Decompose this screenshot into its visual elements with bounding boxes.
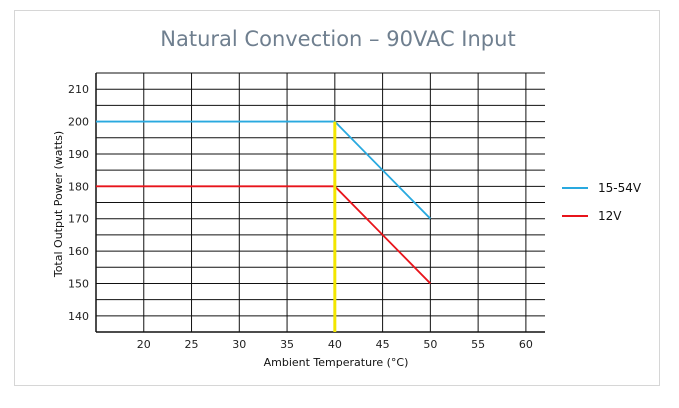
y-tick-label: 150 (68, 277, 89, 290)
y-tick-label: 180 (68, 180, 89, 193)
x-tick-label: 25 (185, 338, 199, 351)
y-tick-labels: 140 150 160 170 180 190 200 210 (68, 83, 89, 323)
x-tick-label: 40 (328, 338, 342, 351)
y-tick-label: 140 (68, 310, 89, 323)
y-tick-label: 170 (68, 213, 89, 226)
x-tick-label: 55 (471, 338, 485, 351)
x-tick-label: 20 (137, 338, 151, 351)
y-tick-label: 210 (68, 83, 89, 96)
legend: 15-54V 12V (562, 181, 642, 223)
chart-title: Natural Convection – 90VAC Input (160, 27, 515, 51)
x-tick-label: 30 (232, 338, 246, 351)
legend-label: 15-54V (598, 181, 642, 195)
y-tick-label: 190 (68, 148, 89, 161)
y-tick-label: 160 (68, 245, 89, 258)
y-tick-label: 200 (68, 116, 89, 129)
grid (95, 72, 545, 333)
y-axis-label: Total Output Power (watts) (52, 131, 65, 278)
x-tick-label: 45 (376, 338, 390, 351)
x-tick-label: 35 (280, 338, 294, 351)
legend-label: 12V (598, 209, 622, 223)
x-tick-label: 50 (423, 338, 437, 351)
x-tick-labels: 20 25 30 35 40 45 50 55 60 (137, 338, 533, 351)
x-tick-label: 60 (519, 338, 533, 351)
x-axis-label: Ambient Temperature (°C) (264, 356, 409, 369)
